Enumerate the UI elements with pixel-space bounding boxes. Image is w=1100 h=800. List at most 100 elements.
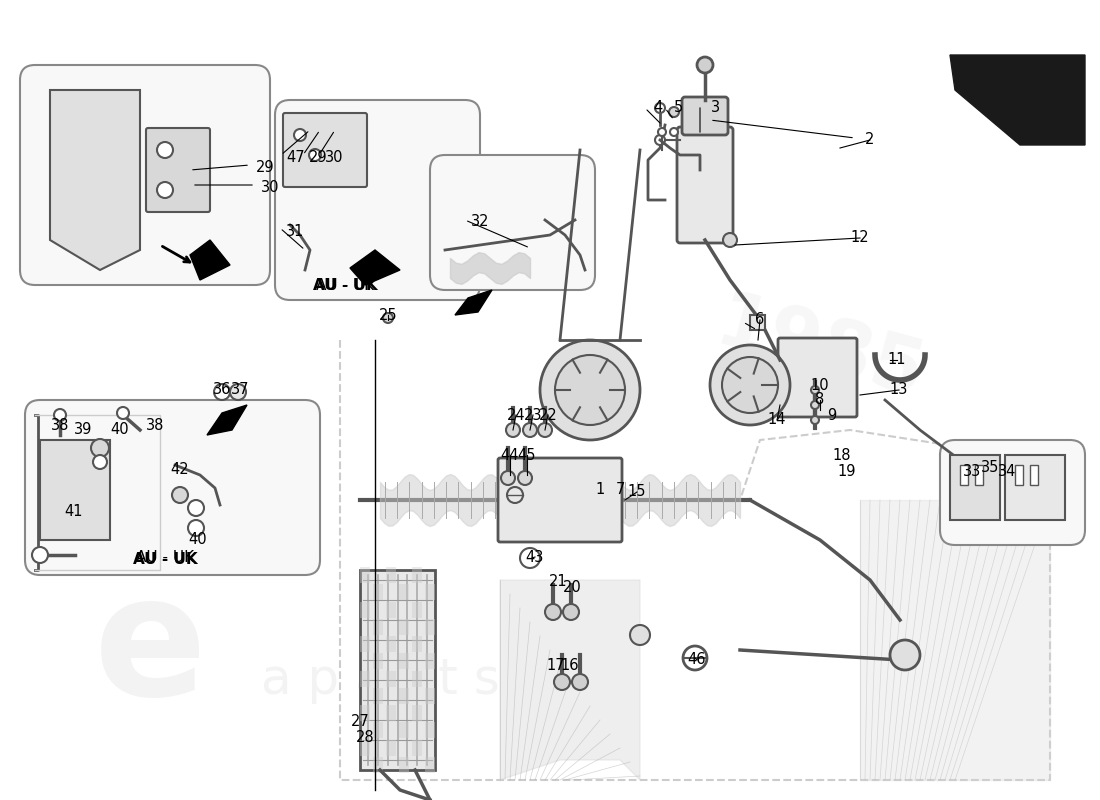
Text: AU - UK: AU - UK (316, 278, 374, 293)
FancyBboxPatch shape (498, 458, 622, 542)
Text: 7: 7 (615, 482, 625, 498)
Circle shape (188, 520, 204, 536)
Polygon shape (50, 90, 140, 270)
Polygon shape (950, 55, 1085, 145)
Text: AU - UK: AU - UK (133, 553, 197, 567)
Text: 30: 30 (324, 150, 343, 165)
Circle shape (670, 128, 678, 136)
Bar (750, 315, 764, 330)
Text: 45: 45 (518, 447, 537, 462)
Circle shape (722, 357, 778, 413)
Bar (386, 636, 396, 652)
Circle shape (522, 423, 537, 437)
Circle shape (506, 423, 520, 437)
Bar (425, 722, 435, 738)
Circle shape (538, 423, 552, 437)
Text: 37: 37 (231, 382, 250, 398)
Text: 38: 38 (51, 418, 69, 433)
Circle shape (518, 471, 532, 485)
Circle shape (654, 135, 666, 145)
Text: 14: 14 (768, 413, 786, 427)
Bar (425, 619, 435, 635)
Circle shape (683, 646, 707, 670)
Circle shape (890, 640, 920, 670)
Text: 17: 17 (547, 658, 565, 673)
Text: 16: 16 (561, 658, 580, 673)
Text: 2: 2 (866, 133, 874, 147)
Circle shape (811, 416, 819, 424)
Bar (399, 688, 409, 704)
Text: 25: 25 (378, 307, 397, 322)
Text: AU - UK: AU - UK (136, 550, 194, 566)
Bar (425, 757, 435, 773)
FancyBboxPatch shape (430, 155, 595, 290)
Circle shape (723, 233, 737, 247)
Circle shape (697, 57, 713, 73)
Text: 35: 35 (981, 461, 999, 475)
Bar (360, 570, 434, 770)
Bar (425, 584, 435, 600)
Bar (412, 567, 422, 583)
Circle shape (188, 500, 204, 516)
Bar (960, 465, 968, 485)
Text: 43: 43 (526, 550, 544, 565)
FancyBboxPatch shape (146, 128, 210, 212)
Bar (373, 757, 383, 773)
Text: 42: 42 (170, 462, 189, 478)
Bar (975, 465, 983, 485)
Text: 3: 3 (711, 101, 719, 115)
Bar (373, 584, 383, 600)
Circle shape (157, 142, 173, 158)
Bar (425, 688, 435, 704)
Circle shape (654, 103, 666, 113)
Bar (386, 670, 396, 686)
Circle shape (556, 355, 625, 425)
Bar (412, 636, 422, 652)
Circle shape (544, 604, 561, 620)
Bar (373, 654, 383, 670)
Circle shape (669, 107, 679, 117)
Circle shape (520, 548, 540, 568)
Circle shape (309, 149, 321, 161)
Text: 44: 44 (500, 447, 519, 462)
Text: 20: 20 (562, 581, 582, 595)
Text: a p a r t s: a p a r t s (261, 656, 499, 704)
FancyBboxPatch shape (682, 97, 728, 135)
Text: 41: 41 (65, 505, 84, 519)
Text: 27: 27 (351, 714, 370, 730)
FancyBboxPatch shape (940, 440, 1085, 545)
Bar (40, 440, 110, 540)
Text: 23: 23 (524, 407, 542, 422)
Polygon shape (500, 580, 640, 780)
Circle shape (214, 384, 230, 400)
Text: 18: 18 (833, 447, 851, 462)
Text: 19: 19 (838, 465, 856, 479)
Bar (412, 670, 422, 686)
Circle shape (572, 674, 588, 690)
Bar (399, 619, 409, 635)
Text: 24: 24 (507, 407, 526, 422)
Circle shape (383, 313, 393, 323)
Text: 21: 21 (549, 574, 568, 590)
Bar (360, 636, 370, 652)
FancyBboxPatch shape (676, 127, 733, 243)
Polygon shape (455, 290, 492, 315)
Circle shape (563, 604, 579, 620)
Circle shape (811, 401, 819, 409)
Text: 39: 39 (74, 422, 92, 438)
Bar (373, 722, 383, 738)
Bar (386, 567, 396, 583)
Text: 32: 32 (471, 214, 490, 230)
Bar (360, 705, 370, 721)
Text: 28: 28 (355, 730, 374, 746)
Bar (386, 705, 396, 721)
Bar (399, 722, 409, 738)
Polygon shape (207, 405, 248, 435)
Bar (399, 654, 409, 670)
Text: 12: 12 (850, 230, 869, 246)
Bar (412, 602, 422, 618)
Text: 5: 5 (673, 101, 683, 115)
Text: 4: 4 (653, 101, 662, 115)
Bar (1005, 455, 1065, 520)
Text: 1985: 1985 (707, 286, 933, 414)
